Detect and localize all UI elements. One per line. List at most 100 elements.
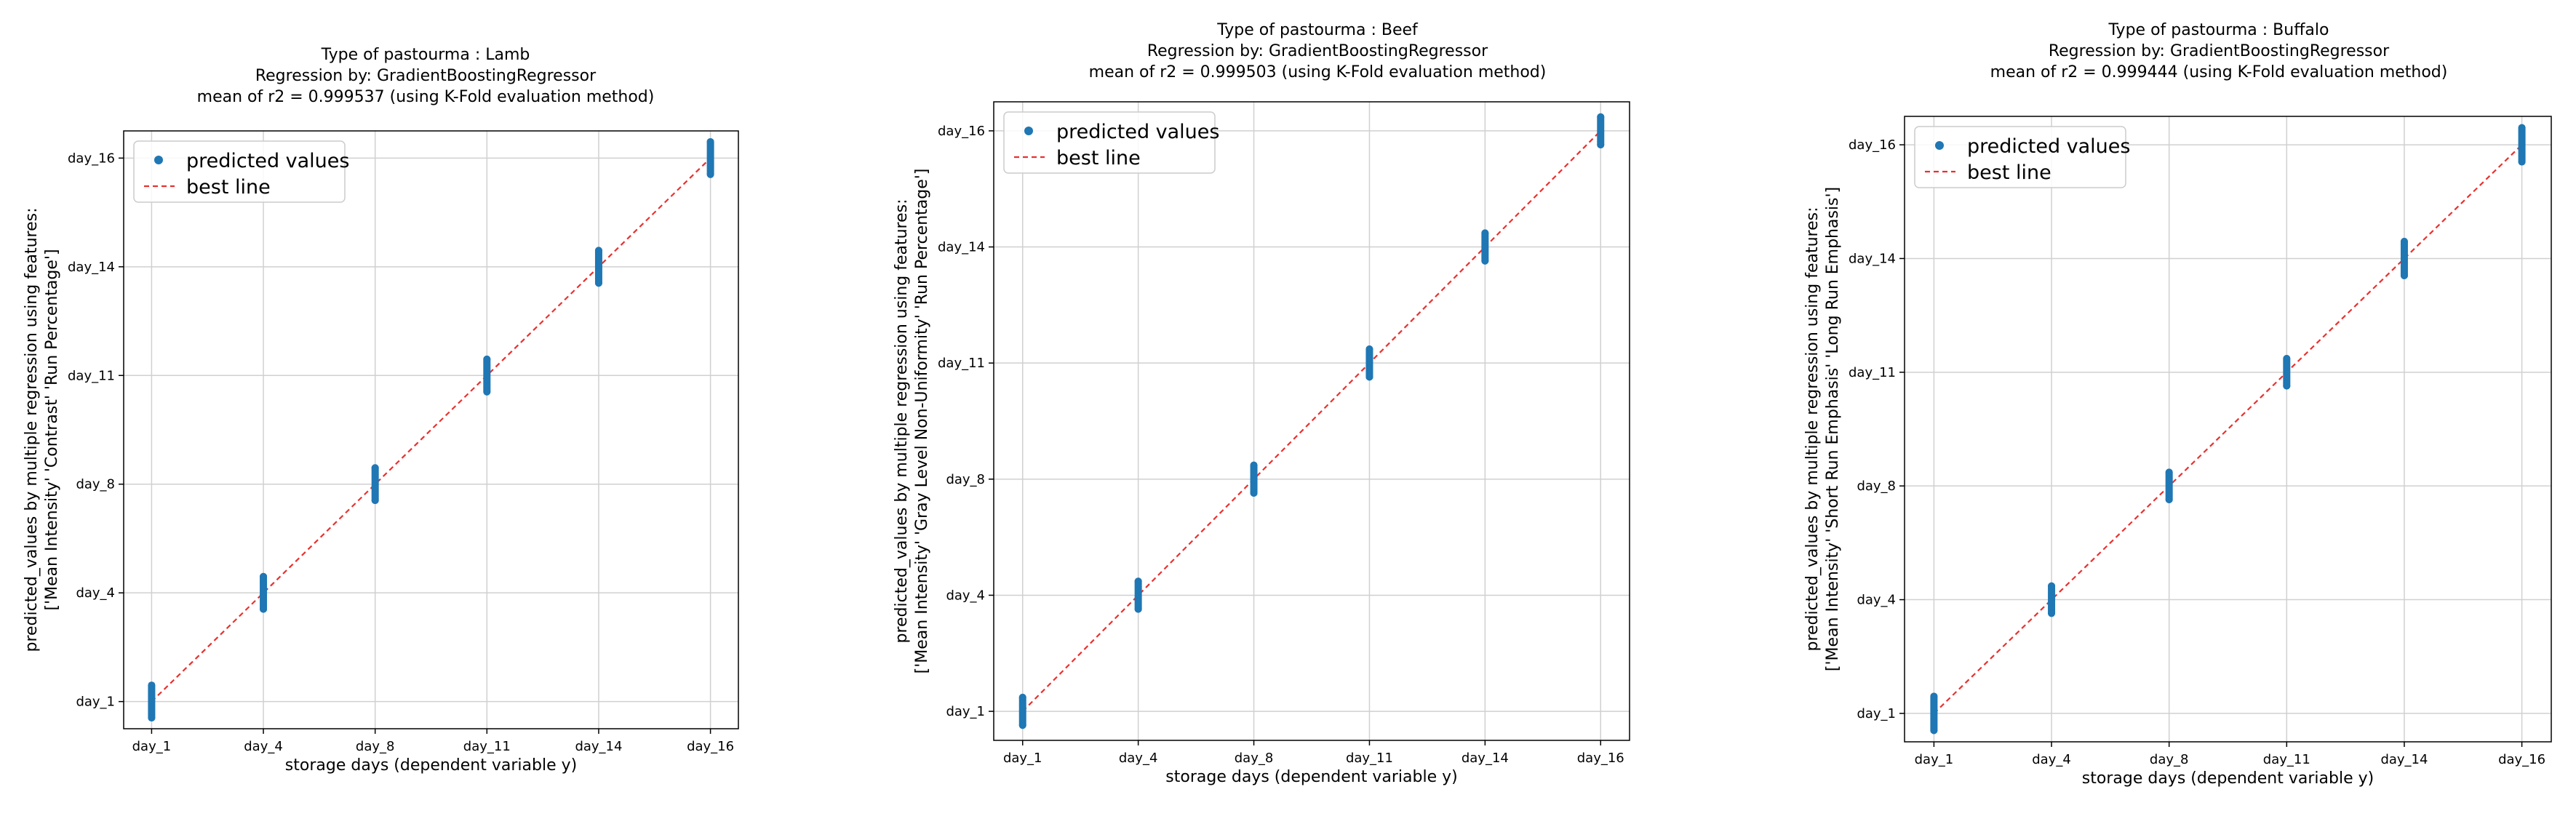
x-tick-label: day_11 [2263, 752, 2310, 767]
predicted-point [1597, 141, 1605, 149]
legend-box [133, 140, 346, 203]
x-tick-label: day_14 [1462, 751, 1509, 766]
x-tick-label: day_8 [356, 739, 395, 754]
predicted-point [594, 247, 602, 255]
y-axis-label-line: ['Mean Intensity' 'Contrast' 'Run Percen… [43, 249, 61, 610]
predicted-point [2518, 124, 2526, 132]
legend-entry-label: predicted values [1967, 135, 2130, 158]
predicted-point [2048, 582, 2056, 590]
best-line [1933, 144, 2523, 714]
chart-title-line: Regression by: GradientBoostingRegressor [1147, 42, 1488, 60]
chart-panel-beef: Type of pastourma : Beef Regression by: G… [858, 0, 1702, 816]
legend-entry-label: best line [1056, 147, 1141, 169]
predicted-point [371, 464, 379, 472]
predicted-point [260, 572, 268, 580]
chart-title-line: Regression by: GradientBoostingRegressor [2049, 42, 2390, 60]
x-tick-label: day_4 [244, 739, 283, 754]
y-tick-label: day_1 [76, 695, 115, 710]
predicted-point [1930, 692, 1938, 700]
y-axis-label-line: predicted_values by multiple regression … [893, 199, 911, 643]
predicted-point [1250, 489, 1258, 497]
predicted-point [2400, 238, 2408, 245]
predicted-point [1365, 373, 1373, 381]
predicted-point [148, 681, 156, 689]
predicted-point [1930, 727, 1938, 735]
best-line [1021, 130, 1602, 712]
y-tick-label: day_11 [938, 356, 985, 371]
predicted-point [1481, 229, 1489, 237]
predicted-point [2400, 271, 2408, 279]
x-tick-label: day_1 [132, 739, 172, 754]
predicted-point [2283, 355, 2291, 363]
y-tick-label: day_8 [946, 472, 985, 487]
y-tick-label: day_8 [76, 477, 115, 492]
legend-marker-points [1024, 127, 1033, 135]
predicted-point [2283, 382, 2291, 390]
predicted-point [706, 170, 714, 178]
y-tick-label: day_14 [68, 260, 115, 275]
x-axis-label: storage days (dependent variable y) [285, 756, 577, 775]
best-line [151, 157, 711, 703]
predicted-point [1250, 461, 1258, 469]
chart-title-line: Type of pastourma : Lamb [321, 46, 530, 64]
predicted-point [2048, 609, 2056, 617]
x-tick-label: day_4 [2032, 752, 2071, 767]
predicted-point [706, 137, 714, 145]
plot-frame [993, 101, 1630, 741]
legend-entry-label: best line [1967, 161, 2051, 184]
x-tick-label: day_4 [1119, 751, 1158, 766]
y-tick-label: day_14 [1849, 251, 1896, 266]
y-tick-label: day_4 [946, 588, 985, 603]
y-tick-label: day_14 [938, 240, 985, 255]
y-tick-label: day_16 [1849, 137, 1896, 153]
predicted-point [594, 279, 602, 287]
plot-frame [123, 130, 739, 729]
y-tick-label: day_16 [68, 151, 115, 166]
chart-panel-lamb: Type of pastourma : Lamb Regression by: G… [0, 0, 764, 816]
predicted-point [1134, 605, 1142, 613]
predicted-point [371, 497, 379, 505]
chart-title-line: mean of r2 = 0.999444 (using K-Fold eval… [1990, 63, 2448, 81]
chart-buffalo: Type of pastourma : Buffalo Regression by… [1803, 21, 2552, 788]
legend-entry-label: best line [186, 176, 271, 199]
x-tick-label: day_8 [1235, 751, 1274, 766]
legend-box [1003, 111, 1216, 174]
legend-box [1914, 126, 2126, 188]
predicted-point [260, 605, 268, 613]
y-axis-label-line: ['Mean Intensity' 'Gray Level Non-Unifor… [913, 169, 931, 674]
chart-title-line: Type of pastourma : Buffalo [2108, 21, 2329, 39]
y-tick-label: day_11 [68, 368, 115, 383]
predicted-point [1365, 345, 1373, 353]
predicted-point [2165, 495, 2173, 503]
y-axis-label-line: predicted_values by multiple regression … [1803, 207, 1822, 651]
y-tick-label: day_1 [1857, 706, 1896, 721]
predicted-point [2518, 158, 2526, 166]
predicted-point [1018, 693, 1026, 701]
y-axis-label-line: predicted_values by multiple regression … [23, 207, 41, 652]
y-axis-label-line: ['Mean Intensity' 'Short Run Emphasis' '… [1824, 187, 1842, 671]
predicted-point [1134, 577, 1142, 585]
y-tick-label: day_4 [76, 585, 115, 601]
x-tick-label: day_11 [463, 739, 511, 754]
x-axis-label: storage days (dependent variable y) [2082, 769, 2374, 788]
y-tick-label: day_8 [1857, 479, 1896, 494]
x-tick-label: day_1 [1915, 752, 1954, 767]
predicted-point [148, 714, 156, 722]
chart-panel-buffalo: Type of pastourma : Buffalo Regression by… [1760, 0, 2576, 816]
predicted-point [483, 355, 491, 363]
x-tick-label: day_16 [687, 739, 734, 754]
x-tick-label: day_14 [575, 739, 622, 754]
predicted-point [483, 388, 491, 396]
chart-lamb: Type of pastourma : Lamb Regression by: G… [23, 46, 739, 775]
legend-marker-points [154, 156, 163, 164]
x-tick-label: day_1 [1003, 751, 1042, 766]
chart-beef: Type of pastourma : Beef Regression by: G… [893, 21, 1630, 786]
x-tick-label: day_16 [2498, 752, 2545, 767]
x-axis-label: storage days (dependent variable y) [1165, 768, 1457, 786]
y-tick-label: day_1 [946, 704, 985, 719]
legend-entry-label: predicted values [186, 150, 349, 172]
predicted-point [1597, 113, 1605, 121]
x-tick-label: day_16 [1577, 751, 1624, 766]
legend-marker-points [1935, 141, 1944, 150]
legend-entry-label: predicted values [1056, 121, 1219, 143]
